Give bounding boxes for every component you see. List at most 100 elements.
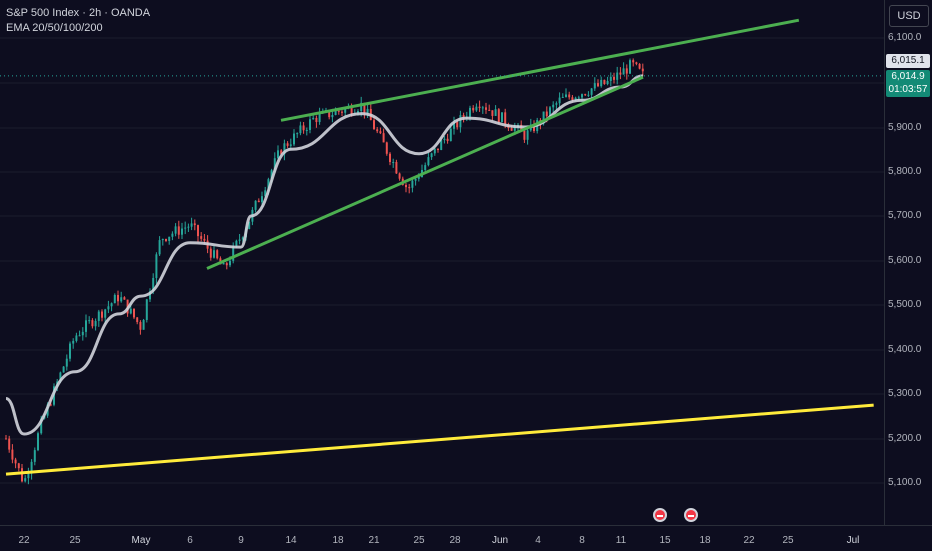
candle-body bbox=[635, 62, 638, 64]
symbol-title[interactable]: S&P 500 Index · 2h · OANDA bbox=[6, 7, 151, 19]
candle-body bbox=[405, 184, 407, 188]
ema-line[interactable] bbox=[5, 74, 644, 436]
candle-body bbox=[424, 165, 427, 171]
wedge-lower-trendline[interactable] bbox=[206, 75, 644, 270]
candle-body bbox=[513, 127, 516, 131]
candle-body bbox=[337, 110, 340, 112]
candle-body bbox=[555, 103, 558, 105]
candle-body bbox=[526, 130, 529, 140]
candle-body bbox=[408, 187, 411, 189]
candle-body bbox=[21, 468, 23, 482]
candle-body bbox=[49, 404, 52, 406]
indicator-legend[interactable]: EMA 20/50/100/200 bbox=[6, 22, 103, 34]
candle-body bbox=[584, 94, 587, 96]
candle-body bbox=[241, 237, 244, 240]
support-trendline[interactable] bbox=[5, 403, 874, 476]
time-axis[interactable] bbox=[0, 525, 932, 551]
candle-body bbox=[430, 153, 433, 158]
candle-body bbox=[331, 114, 334, 118]
candle-body bbox=[293, 133, 295, 145]
candle-body bbox=[613, 76, 615, 80]
candle-body bbox=[462, 115, 465, 118]
candle-body bbox=[312, 117, 315, 120]
candle-body bbox=[104, 309, 107, 318]
date-tick-label: 14 bbox=[285, 535, 297, 546]
wedge-upper-trendline[interactable] bbox=[280, 18, 800, 122]
candle-body bbox=[373, 120, 375, 130]
candle-body bbox=[5, 438, 7, 440]
candle-body bbox=[261, 196, 263, 203]
chart-canvas[interactable] bbox=[0, 0, 884, 525]
candle-body bbox=[181, 228, 183, 235]
candle-body bbox=[309, 119, 311, 130]
candle-body bbox=[117, 294, 119, 302]
bar-countdown: 01:03:57 bbox=[888, 84, 928, 95]
price-tick-label: 5,400.0 bbox=[888, 344, 922, 355]
candle-body bbox=[267, 179, 270, 191]
candle-body bbox=[446, 138, 449, 142]
candle-body bbox=[209, 248, 212, 258]
date-tick-label: 22 bbox=[743, 535, 755, 546]
candle-body bbox=[398, 173, 401, 179]
candle-body bbox=[417, 177, 420, 179]
candle-body bbox=[581, 94, 583, 98]
candle-body bbox=[565, 94, 567, 97]
candle-body bbox=[577, 97, 580, 99]
candle-body bbox=[235, 240, 238, 247]
candle-body bbox=[475, 106, 478, 111]
currency-button[interactable]: USD bbox=[889, 5, 929, 27]
candle-body bbox=[350, 106, 353, 114]
candle-body bbox=[155, 254, 158, 278]
candle-body bbox=[382, 133, 385, 143]
candle-body bbox=[587, 94, 590, 96]
candle-body bbox=[229, 260, 231, 266]
price-tick-label: 6,100.0 bbox=[888, 32, 922, 43]
candle-body bbox=[558, 97, 561, 104]
candle-body bbox=[8, 438, 11, 450]
candle-body bbox=[395, 162, 398, 174]
candle-body bbox=[225, 263, 228, 266]
date-tick-label: Jul bbox=[846, 535, 860, 546]
candle-body bbox=[469, 107, 471, 117]
chart-plot-area[interactable] bbox=[0, 0, 884, 525]
candle-body bbox=[629, 60, 631, 74]
candle-body bbox=[37, 433, 39, 451]
candle-body bbox=[590, 88, 593, 95]
date-tick-label: 22 bbox=[18, 535, 30, 546]
date-tick-label: 28 bbox=[449, 535, 461, 546]
candle-body bbox=[568, 94, 571, 98]
candle-body bbox=[65, 358, 68, 367]
candle-body bbox=[177, 226, 180, 235]
candle-body bbox=[510, 128, 513, 131]
candle-body bbox=[72, 340, 75, 344]
candle-body bbox=[504, 112, 507, 125]
price-tick-label: 5,700.0 bbox=[888, 210, 922, 221]
candle-body bbox=[296, 133, 299, 135]
economic-event-icon[interactable] bbox=[684, 508, 698, 522]
candle-body bbox=[145, 299, 148, 320]
candle-body bbox=[280, 150, 283, 155]
candle-body bbox=[638, 63, 641, 69]
candle-body bbox=[571, 97, 574, 101]
candle-body bbox=[136, 317, 139, 323]
candle-body bbox=[203, 238, 206, 241]
price-tick-label: 5,900.0 bbox=[888, 122, 922, 133]
candle-body bbox=[149, 291, 151, 300]
economic-event-icon[interactable] bbox=[653, 508, 667, 522]
candle-body bbox=[171, 233, 174, 237]
candle-body bbox=[168, 236, 171, 241]
candle-body bbox=[533, 124, 535, 132]
candle-body bbox=[17, 463, 20, 469]
candle-body bbox=[232, 246, 235, 261]
candle-body bbox=[277, 150, 279, 159]
candle-body bbox=[238, 239, 241, 241]
candle-body bbox=[30, 461, 33, 474]
candle-body bbox=[213, 250, 215, 258]
candle-body bbox=[69, 343, 71, 359]
candle-body bbox=[616, 72, 619, 80]
candle-body bbox=[193, 223, 196, 226]
candle-body bbox=[443, 138, 446, 141]
candle-body bbox=[273, 158, 276, 171]
candle-body bbox=[286, 143, 289, 146]
